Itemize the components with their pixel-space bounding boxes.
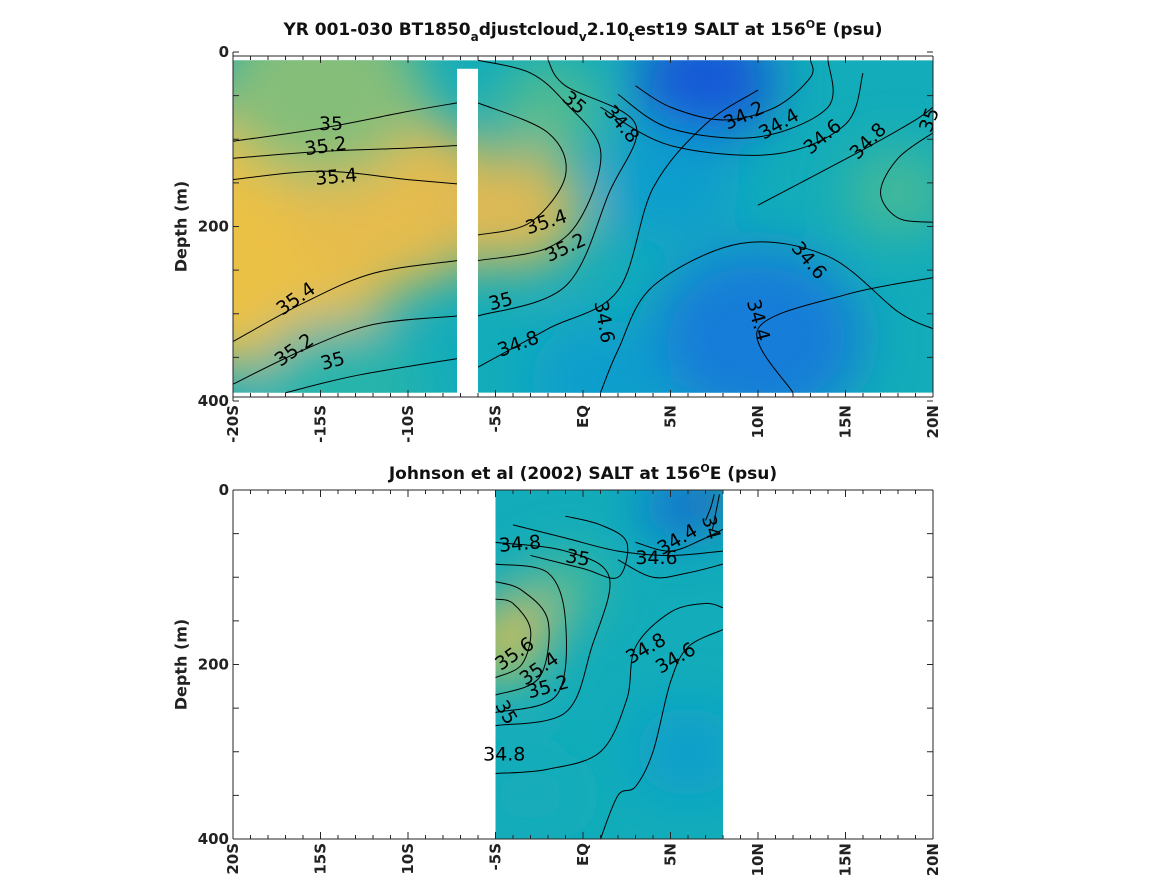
contour-lines: [233, 59, 933, 394]
contour-line: [757, 106, 933, 206]
title-part: est19 SALT at 156: [634, 20, 805, 40]
contour-label: 35: [319, 113, 343, 135]
contour-line: [495, 541, 611, 727]
salinity-blob: [600, 124, 741, 244]
title-part: O: [700, 462, 709, 475]
contour-line: [477, 89, 759, 368]
contour-label: 35: [564, 545, 592, 571]
y-tick-label: 200: [198, 656, 229, 674]
y-tick-label: 400: [198, 830, 229, 848]
contour-line: [635, 60, 814, 121]
y-axis-label: Depth (m): [172, 181, 191, 273]
x-tick-label: -20S: [224, 843, 242, 875]
title-part: a: [471, 30, 479, 44]
contour-line: [635, 528, 724, 552]
contour-line: [477, 59, 602, 262]
title-part: YR 001-030 BT1850: [282, 20, 470, 40]
contour-line: [705, 494, 715, 521]
x-tick-label: -15S: [312, 405, 330, 443]
y-tick-label: 200: [198, 218, 229, 236]
x-tick-label: -20S: [224, 405, 242, 443]
salinity-blob: [530, 320, 671, 393]
contour-line: [233, 315, 458, 385]
x-tick-label: 10N: [749, 405, 767, 438]
salinity-blob: [635, 60, 776, 142]
contour-line: [233, 145, 458, 159]
x-tick-label: 5N: [662, 843, 680, 866]
contour-lines: [495, 494, 724, 839]
contour-label: 34.8: [483, 743, 525, 765]
y-axis-label: Depth (m): [172, 619, 191, 711]
salinity-blob: [845, 147, 933, 238]
contour-line: [756, 277, 933, 393]
axes: -20S -15S -10S -5S EQ 5N 10N 15N 20N 0 200 400 Depth…: [172, 43, 943, 443]
salinity-blob: [644, 490, 715, 538]
contour-line: [477, 102, 567, 236]
contour-line: [530, 515, 629, 579]
x-tick-label: -5S: [487, 405, 505, 432]
title-part: E (psu): [815, 20, 882, 40]
data-region: [495, 490, 723, 839]
x-tick-label: EQ: [574, 843, 592, 866]
contour-line: [495, 581, 550, 696]
title-part: E (psu): [710, 464, 777, 484]
title-part: O: [806, 18, 815, 31]
title-part: 2.10: [587, 20, 629, 40]
contour-line: [477, 59, 638, 317]
x-tick-label: EQ: [574, 405, 592, 428]
salinity-blob: [635, 707, 723, 797]
contour-line: [495, 602, 724, 775]
axes: -20S -15S -10S -5S EQ 5N 10N 15N 20N 0 200 400 Depth…: [172, 481, 943, 875]
contour-line: [285, 358, 458, 394]
contour-line: [233, 260, 458, 343]
contour-line: [600, 72, 864, 156]
color-field: [495, 490, 723, 839]
contour-line: [879, 132, 933, 223]
x-tick-label: -5S: [487, 843, 505, 870]
model-salinity-panel: YR 001-030 BT1850adjustcloudv2.10test19 …: [172, 18, 944, 443]
observed-chart-title: Johnson et al (2002) SALT at 156OE (psu): [388, 462, 777, 484]
contour-line: [617, 559, 724, 579]
salinity-blob: [250, 318, 426, 393]
contour-line: [233, 102, 458, 142]
x-tick-label: 10N: [749, 843, 767, 875]
x-tick-label: 5N: [662, 405, 680, 428]
salinity-blob: [653, 248, 863, 393]
y-tick-label: 0: [219, 481, 229, 499]
contour-line: [712, 494, 720, 530]
x-tick-label: 20N: [924, 405, 942, 438]
x-tick-label: 15N: [837, 405, 855, 438]
x-tick-label: -15S: [312, 843, 330, 875]
contour-line: [600, 241, 933, 393]
x-tick-label: -10S: [399, 405, 417, 443]
title-part: t: [629, 30, 635, 44]
x-tick-label: -10S: [399, 843, 417, 875]
observed-plot-area: 34.835 34.634.43435.635.435.23534.834.634…: [172, 481, 943, 875]
contour-label: 34.8: [498, 531, 542, 557]
contour-label: 35.4: [314, 164, 358, 190]
y-tick-label: 0: [219, 43, 229, 61]
title-part: v: [579, 30, 587, 44]
contour-line: [495, 563, 567, 713]
contour-label: 34.6: [635, 547, 677, 569]
missing-data-gap: [457, 68, 478, 397]
title-part: Johnson et al (2002) SALT at 156: [388, 464, 701, 484]
title-part: djustcloud: [479, 20, 579, 40]
y-tick-label: 400: [198, 392, 229, 410]
contour-line: [600, 629, 724, 839]
x-tick-label: 15N: [837, 843, 855, 875]
salinity-blob: [495, 62, 601, 152]
contour-line: [495, 598, 532, 679]
salinity-blob: [530, 556, 601, 616]
observed-salinity-panel: Johnson et al (2002) SALT at 156OE (psu)…: [172, 462, 943, 875]
model-chart-title: YR 001-030 BT1850adjustcloudv2.10test19 …: [282, 18, 882, 44]
x-tick-label: 20N: [924, 843, 942, 875]
contour-line: [617, 60, 834, 139]
contour-line: [233, 170, 458, 185]
contour-line: [512, 524, 724, 556]
contour-labels: 34.835 34.634.43435.635.435.23534.834.634…: [483, 513, 724, 765]
